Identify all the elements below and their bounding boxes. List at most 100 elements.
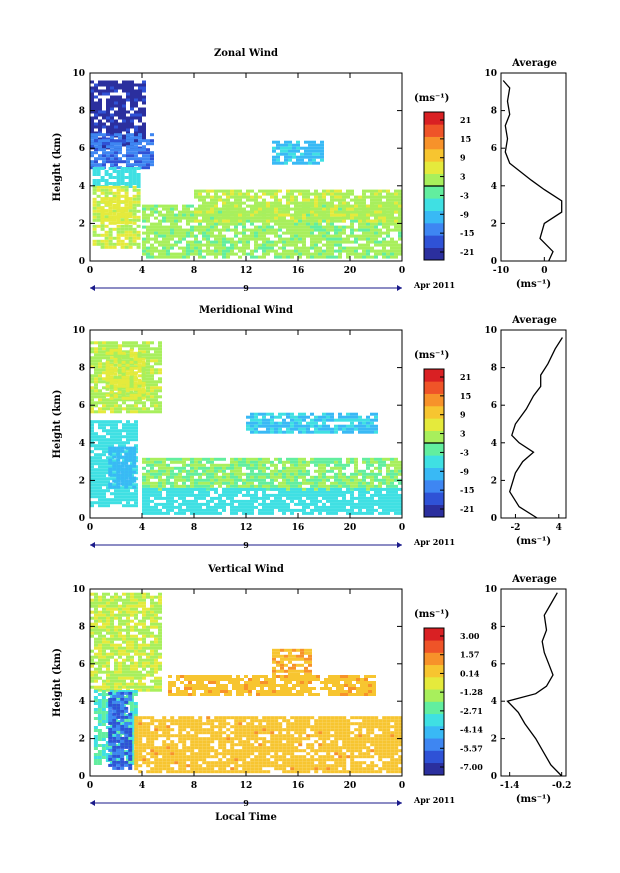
heatmap-cell [150, 484, 154, 488]
heatmap-cell [282, 243, 286, 247]
heatmap-cell [154, 389, 158, 393]
heatmap-cell [242, 499, 246, 503]
heatmap-cell [294, 469, 298, 473]
heatmap-cell [94, 646, 98, 650]
heatmap-cell [174, 252, 178, 256]
heatmap-cell [104, 218, 109, 222]
heatmap-cell [174, 475, 178, 479]
heatmap-cell [222, 463, 226, 467]
heatmap-cell [366, 243, 370, 247]
heatmap-cell [202, 457, 206, 461]
heatmap-cell [158, 667, 162, 671]
heatmap-cell [214, 505, 218, 509]
heatmap-cell [92, 185, 97, 189]
heatmap-cell [142, 401, 146, 405]
heatmap-cell [162, 240, 166, 244]
colorbar-label: -9 [460, 209, 469, 219]
heatmap-cell [354, 237, 358, 241]
heatmap-cell [342, 249, 346, 253]
heatmap-cell [242, 192, 246, 196]
heatmap-cell [146, 237, 150, 241]
heatmap-cell [308, 158, 312, 162]
heatmap-cell [246, 219, 250, 223]
heatmap-cell [106, 429, 110, 433]
heatmap-cell [110, 628, 114, 632]
heatmap-cell [374, 508, 378, 512]
heatmap-cell [326, 463, 330, 467]
heatmap-cell [186, 457, 190, 461]
heatmap-cell [206, 484, 210, 488]
heatmap-cell [272, 158, 276, 162]
heatmap-cell [102, 122, 106, 126]
heatmap-cell [210, 457, 214, 461]
heatmap-cell [109, 351, 114, 355]
heatmap-cell [282, 463, 286, 467]
heatmap-cell [318, 252, 322, 256]
heatmap-cell [102, 438, 106, 442]
heatmap-cell [158, 204, 162, 208]
heatmap-cell [304, 146, 308, 150]
heatmap-cell [262, 213, 266, 217]
x-tick-label: 0 [87, 266, 93, 276]
heatmap-cell [134, 429, 138, 433]
heatmap-cell [124, 473, 129, 477]
heatmap-cell [124, 242, 129, 246]
heatmap-cell [238, 246, 242, 250]
heatmap-cell [230, 207, 234, 211]
heatmap-cell [122, 435, 126, 439]
heatmap-cell [258, 210, 262, 214]
heatmap-cell [146, 628, 150, 632]
heatmap-cell [290, 255, 294, 259]
heatmap-cell [112, 176, 117, 179]
heatmap-cell [126, 655, 130, 659]
heatmap-cell [306, 481, 310, 485]
heatmap-cell [362, 195, 366, 199]
heatmap-cell [278, 216, 282, 220]
heatmap-cell [238, 189, 242, 193]
heatmap-cell [98, 374, 102, 378]
heatmap-cell [274, 207, 278, 211]
heatmap-cell [98, 664, 102, 668]
heatmap-cell [112, 467, 117, 471]
heatmap-cell [362, 421, 366, 425]
heatmap-cell [310, 210, 314, 214]
heatmap-cell [94, 667, 98, 671]
heatmap-cell [318, 484, 322, 488]
heatmap-cell [102, 386, 106, 390]
heatmap-cell [292, 152, 296, 156]
heatmap-cell [194, 457, 198, 461]
heatmap-cell [386, 243, 390, 247]
heatmap-cell [198, 463, 202, 467]
heatmap-cell [318, 213, 322, 217]
heatmap-cell [298, 421, 302, 425]
heatmap-cell [102, 646, 106, 650]
heatmap-cell [141, 393, 146, 397]
heatmap-cell [150, 383, 154, 387]
heatmap-cell [150, 410, 154, 414]
heatmap-cell [102, 628, 106, 632]
heatmap-cell [262, 481, 266, 485]
heatmap-cell [118, 498, 122, 502]
heatmap-cell [342, 418, 346, 422]
heatmap-cell [138, 163, 142, 167]
heatmap-cell [125, 396, 130, 400]
heatmap-cell [118, 501, 122, 505]
heatmap-cell [254, 412, 258, 416]
heatmap-cell [362, 225, 366, 229]
heatmap-cell [94, 368, 98, 372]
heatmap-cell [296, 146, 300, 150]
heatmap-cell [129, 357, 134, 361]
heatmap-cell [102, 92, 106, 96]
heatmap-cell [302, 505, 306, 509]
heatmap-cell [222, 246, 226, 250]
heatmap-cell [106, 673, 110, 677]
heatmap-cell [394, 496, 398, 500]
heatmap-cell [358, 228, 362, 232]
heatmap-cell [116, 188, 121, 192]
heatmap-cell [126, 649, 130, 653]
heatmap-cell [114, 616, 118, 620]
heatmap-cell [136, 215, 141, 219]
heatmap-cell [134, 622, 138, 626]
heatmap-cell [146, 365, 150, 369]
heatmap-cell [238, 222, 242, 226]
